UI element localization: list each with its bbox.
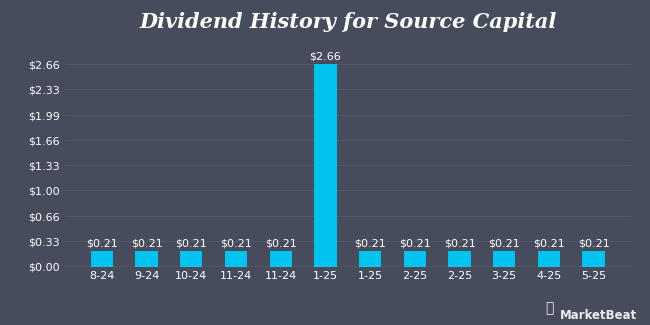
Text: $0.21: $0.21: [265, 238, 296, 248]
Bar: [91, 251, 113, 266]
Text: $2.66: $2.66: [309, 52, 341, 62]
Bar: [448, 251, 471, 266]
Text: $0.21: $0.21: [86, 238, 118, 248]
Text: $0.21: $0.21: [176, 238, 207, 248]
Bar: [538, 251, 560, 266]
Text: $0.21: $0.21: [131, 238, 162, 248]
Bar: [404, 251, 426, 266]
Bar: [180, 251, 202, 266]
Text: $0.21: $0.21: [399, 238, 431, 248]
Bar: [135, 251, 158, 266]
Title: Dividend History for Source Capital: Dividend History for Source Capital: [139, 12, 556, 32]
Bar: [582, 251, 604, 266]
Bar: [314, 64, 337, 266]
Bar: [270, 251, 292, 266]
Text: $0.21: $0.21: [488, 238, 520, 248]
Bar: [225, 251, 247, 266]
Text: $0.21: $0.21: [354, 238, 386, 248]
Text: $0.21: $0.21: [578, 238, 610, 248]
Bar: [493, 251, 515, 266]
Text: MarketBeat: MarketBeat: [560, 309, 637, 322]
Text: $0.21: $0.21: [444, 238, 475, 248]
Text: $0.21: $0.21: [220, 238, 252, 248]
Text: $0.21: $0.21: [533, 238, 565, 248]
Bar: [359, 251, 382, 266]
Text: ⫷: ⫷: [545, 301, 553, 315]
